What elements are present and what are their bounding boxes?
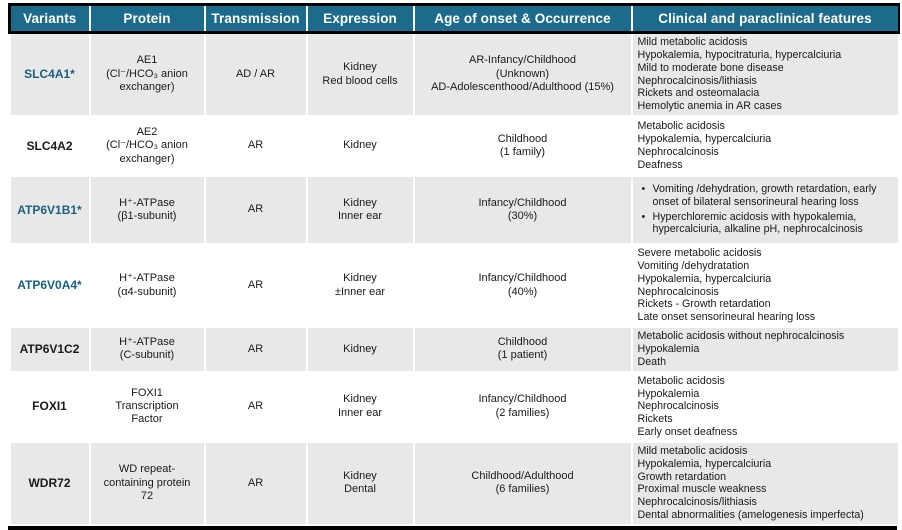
variants-table: Variants Protein Transmission Expression… — [8, 3, 900, 526]
protein-cell: WD repeat-containing protein 72 — [88, 440, 206, 526]
expression-cell: Kidney Inner ear — [305, 370, 415, 443]
expression-cell: Kidney Red blood cells — [305, 31, 415, 118]
variant-cell: ATP6V0A4* — [8, 243, 91, 329]
age-occurrence-cell: Infancy/Childhood (2 families) — [412, 370, 633, 443]
clinical-features-cell: Severe metabolic acidosis Vomiting /dehyd… — [630, 243, 900, 329]
clinical-features-cell: Metabolic acidosis Hypokalemia, hypercalc… — [630, 115, 900, 178]
variants-table-container: Variants Protein Transmission Expression… — [8, 3, 900, 530]
col-header-transmission: Transmission — [203, 3, 307, 34]
table-row-atp6v1c2: ATP6V1C2 H⁺-ATPase (C-subunit) AR Kidney … — [8, 326, 900, 373]
expression-cell: Kidney Inner ear — [305, 175, 415, 246]
clinical-features-cell: Vomiting /dehydration, growth retardatio… — [630, 175, 900, 246]
variant-cell: FOXI1 — [8, 370, 91, 443]
clinical-features-cell: Metabolic acidosis without nephrocalcino… — [630, 326, 900, 373]
transmission-cell: AR — [203, 440, 308, 526]
age-occurrence-cell: Infancy/Childhood (30%) — [412, 175, 633, 246]
col-header-variants: Variants — [8, 3, 90, 34]
table-row-atp6v0a4: ATP6V0A4* H⁺-ATPase (α4-subunit) AR Kidne… — [8, 243, 900, 329]
expression-cell: Kidney — [305, 115, 415, 178]
table-row-foxi1: FOXI1 FOXI1 Transcription Factor AR Kidney… — [8, 370, 900, 443]
expression-cell: Kidney Dental — [305, 440, 415, 526]
table-row-slc4a1: SLC4A1* AE1 (Cl⁻/HCO₃ anion exchanger) AD … — [8, 31, 900, 118]
age-occurrence-cell: Infancy/Childhood (40%) — [412, 243, 633, 329]
col-header-clinical-features: Clinical and paraclinical features — [630, 3, 900, 34]
col-header-protein: Protein — [88, 3, 205, 34]
col-header-age-occurrence: Age of onset & Occurrence — [412, 3, 632, 34]
variant-cell: ATP6V1C2 — [8, 326, 91, 373]
age-occurrence-cell: Childhood (1 patient) — [412, 326, 633, 373]
clinical-features-cell: Mild metabolic acidosis Hypokalemia, hype… — [630, 440, 900, 526]
clinical-features-cell: Mild metabolic acidosis Hypokalemia, hypo… — [630, 31, 900, 118]
variant-cell: SLC4A1* — [8, 31, 91, 118]
transmission-cell: AR — [203, 175, 308, 246]
protein-cell: H⁺-ATPase (C-subunit) — [88, 326, 206, 373]
protein-cell: H⁺-ATPase (β1-subunit) — [88, 175, 206, 246]
col-header-expression: Expression — [305, 3, 414, 34]
age-occurrence-cell: AR-Infancy/Childhood (Unknown) AD-Adolesce… — [412, 31, 633, 118]
expression-cell: Kidney — [305, 326, 415, 373]
table-header: Variants Protein Transmission Expression… — [8, 3, 900, 34]
transmission-cell: AR — [203, 243, 308, 329]
protein-cell: AE2 (Cl⁻/HCO₃ anion exchanger) — [88, 115, 206, 178]
age-occurrence-cell: Childhood/Adulthood (6 families) — [412, 440, 633, 526]
table-row-atp6v1b1: ATP6V1B1* H⁺-ATPase (β1-subunit) AR Kidne… — [8, 175, 900, 246]
transmission-cell: AR — [203, 370, 308, 443]
expression-cell: Kidney ±Inner ear — [305, 243, 415, 329]
protein-cell: FOXI1 Transcription Factor — [88, 370, 206, 443]
transmission-cell: AD / AR — [203, 31, 308, 118]
table-row-slc4a2: SLC4A2 AE2 (Cl⁻/HCO₃ anion exchanger) AR K… — [8, 115, 900, 178]
transmission-cell: AR — [203, 326, 308, 373]
variant-cell: SLC4A2 — [8, 115, 91, 178]
table-row-wdr72: WDR72 WD repeat-containing protein 72 AR … — [8, 440, 900, 526]
age-occurrence-cell: Childhood (1 family) — [412, 115, 633, 178]
transmission-cell: AR — [203, 115, 308, 178]
protein-cell: H⁺-ATPase (α4-subunit) — [88, 243, 206, 329]
protein-cell: AE1 (Cl⁻/HCO₃ anion exchanger) — [88, 31, 206, 118]
variant-cell: ATP6V1B1* — [8, 175, 91, 246]
variant-cell: WDR72 — [8, 440, 91, 526]
clinical-features-cell: Metabolic acidosis Hypokalemia Nephrocalci… — [630, 370, 900, 443]
